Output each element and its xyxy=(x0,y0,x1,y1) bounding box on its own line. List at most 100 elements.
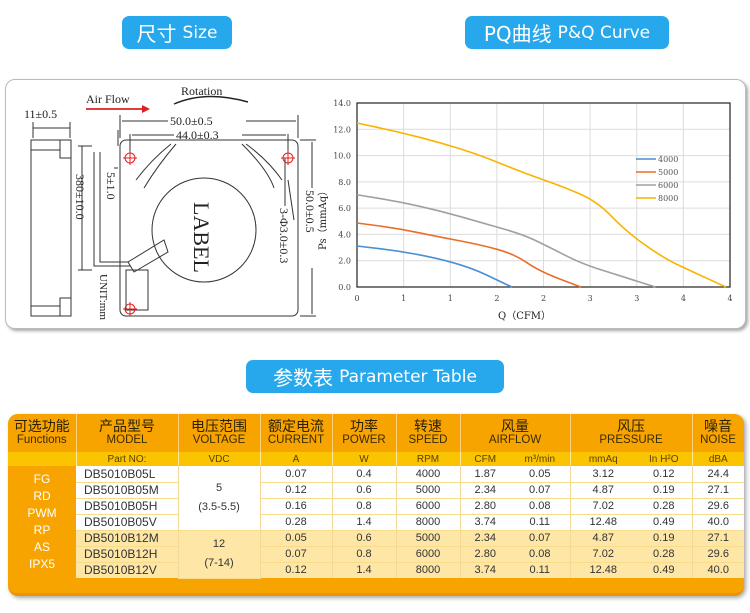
mmaq-cell: 7.02 xyxy=(570,546,637,563)
svg-text:4: 4 xyxy=(681,294,686,303)
col-speed: 转速 SPEED xyxy=(396,414,461,452)
table-row: DB5010B12V 0.12 1.4 8000 3.74 0.11 12.48… xyxy=(8,562,744,578)
current-cell: 0.12 xyxy=(260,482,333,499)
inh2o-cell: 0.49 xyxy=(636,562,693,578)
speed-cell: 6000 xyxy=(396,498,461,515)
mmaq-cell: 12.48 xyxy=(570,562,637,578)
curve-5000 xyxy=(356,222,582,288)
svg-text:3: 3 xyxy=(634,294,639,303)
table-row: DB5010B05V 0.28 1.4 8000 3.74 0.11 12.48… xyxy=(8,514,744,531)
size-header-zh: 尺寸 xyxy=(136,22,177,46)
m3min-cell: 0.05 xyxy=(510,466,571,483)
col-functions: 可选功能 Functions xyxy=(8,414,77,452)
rotation-label: Rotation xyxy=(181,84,222,98)
current-cell: 0.16 xyxy=(260,498,333,515)
pq-curve-section-header: PQ曲线 P&Q Curve xyxy=(465,16,669,49)
current-cell: 0.12 xyxy=(260,562,333,578)
unit-cell: VDC xyxy=(178,452,261,466)
power-cell: 0.6 xyxy=(332,482,397,499)
table-row: DB5010B12H 0.07 0.8 6000 2.80 0.08 7.02 … xyxy=(8,546,744,563)
svg-text:1: 1 xyxy=(401,294,406,303)
svg-text:3: 3 xyxy=(588,294,593,303)
hole-spacing-dimension: 44.0±0.3 xyxy=(176,128,219,142)
cfm-cell: 1.87 xyxy=(460,466,510,483)
speed-cell: 5000 xyxy=(396,482,461,499)
thickness-dimension: 11±0.5 xyxy=(24,107,57,121)
inh2o-cell: 0.19 xyxy=(636,482,693,499)
parameter-table-section-header: 参数表 Parameter Table xyxy=(246,360,504,393)
col-model: 产品型号 MODEL xyxy=(76,414,179,452)
model-cell: DB5010B12V xyxy=(76,562,179,578)
fan-front-view xyxy=(119,139,299,317)
outer-height-dimension: 50.0±0.5 xyxy=(303,190,317,233)
fan-dimension-drawing: Air Flow Rotation 11±0.5 50.0±0.5 44.0±0… xyxy=(24,84,317,320)
noise-cell: 27.1 xyxy=(692,482,744,499)
power-cell: 0.8 xyxy=(332,498,397,515)
current-cell: 0.05 xyxy=(260,530,333,547)
unit-cell: dBA xyxy=(692,452,744,466)
table-header-zh: 参数表 xyxy=(273,366,334,390)
mmaq-cell: 3.12 xyxy=(570,466,637,483)
table-row: DB5010B05M 0.12 0.6 5000 2.34 0.07 4.87 … xyxy=(8,482,744,499)
outer-width-dimension: 50.0±0.5 xyxy=(170,114,213,128)
svg-text:0: 0 xyxy=(354,294,359,303)
table-unit-row: Part NO: VDC A W RPM CFM m³/min mmAq In … xyxy=(8,452,744,466)
col-power: 功率 POWER xyxy=(332,414,397,452)
legend-item: 5000 xyxy=(658,168,678,177)
inh2o-cell: 0.49 xyxy=(636,514,693,531)
svg-text:12.0: 12.0 xyxy=(333,125,351,134)
model-cell: DB5010B05M xyxy=(76,482,179,499)
cfm-cell: 2.80 xyxy=(460,546,510,563)
holes-dimension: 3-Φ3.0±0.3 xyxy=(277,208,291,263)
svg-text:4: 4 xyxy=(727,294,732,303)
table-header-en: Parameter Table xyxy=(339,366,477,387)
unit-cell: CFM xyxy=(460,452,510,466)
m3min-cell: 0.07 xyxy=(510,482,571,499)
svg-text:6.0: 6.0 xyxy=(338,204,351,213)
model-cell: DB5010B05H xyxy=(76,498,179,515)
power-cell: 0.4 xyxy=(332,466,397,483)
inh2o-cell: 0.28 xyxy=(636,546,693,563)
power-cell: 1.4 xyxy=(332,562,397,578)
svg-text:2: 2 xyxy=(541,294,546,303)
unit-cell: W xyxy=(332,452,397,466)
cfm-cell: 2.34 xyxy=(460,530,510,547)
lead-strip-dimension: 5±1.0 xyxy=(104,172,118,200)
model-cell: DB5010B12M xyxy=(76,530,179,547)
voltage-group-cell: 12 (7-14) xyxy=(178,530,261,579)
svg-text:2: 2 xyxy=(494,294,499,303)
speed-cell: 8000 xyxy=(396,562,461,578)
svg-text:14.0: 14.0 xyxy=(333,99,351,108)
label-text: LABEL xyxy=(189,202,214,273)
current-cell: 0.07 xyxy=(260,466,333,483)
size-and-curve-panel: Air Flow Rotation 11±0.5 50.0±0.5 44.0±0… xyxy=(5,79,746,329)
table-body: FG RD PWM RP AS IPX5 DB5010B05L 5 (3.5-5.5) 0… xyxy=(8,466,744,579)
model-cell: DB5010B05V xyxy=(76,514,179,531)
noise-cell: 40.0 xyxy=(692,514,744,531)
col-voltage: 电压范围 VOLTAGE xyxy=(178,414,261,452)
y-axis-ticks: 0.0 2.0 4.0 6.0 8.0 10.0 12.0 14.0 xyxy=(333,99,351,292)
parameter-table-container: 可选功能 Functions 产品型号 MODEL 电压范围 VOLTAGE 额定电流… xyxy=(8,414,744,596)
cfm-cell: 2.80 xyxy=(460,498,510,515)
curve-8000 xyxy=(356,122,727,288)
chart-legend: 4000 5000 6000 8000 xyxy=(636,155,678,203)
pq-curve-chart: 0.0 2.0 4.0 6.0 8.0 10.0 12.0 14.0 0 1 1 2 2 3 3 4 4 40… xyxy=(317,99,733,322)
col-current: 额定电流 CURRENT xyxy=(260,414,333,452)
power-cell: 0.6 xyxy=(332,530,397,547)
model-cell: DB5010B05L xyxy=(76,466,179,483)
table-row: FG RD PWM RP AS IPX5 DB5010B05L 5 (3.5-5.5) 0… xyxy=(8,466,744,578)
y-axis-label: Ps（mmAq） xyxy=(317,186,329,250)
unit-cell: Part NO: xyxy=(76,452,179,466)
inh2o-cell: 0.12 xyxy=(636,466,693,483)
noise-cell: 24.4 xyxy=(692,466,744,483)
inh2o-cell: 0.19 xyxy=(636,530,693,547)
rotation-arrow-icon xyxy=(173,95,249,105)
unit-cell: In H²O xyxy=(636,452,693,466)
curve-4000 xyxy=(356,245,513,288)
model-cell: DB5010B12H xyxy=(76,546,179,563)
svg-text:1: 1 xyxy=(448,294,453,303)
mmaq-cell: 7.02 xyxy=(570,498,637,515)
unit-cell: A xyxy=(260,452,333,466)
svg-text:10.0: 10.0 xyxy=(333,152,351,161)
col-airflow: 风量 AIRFLOW xyxy=(460,414,571,452)
